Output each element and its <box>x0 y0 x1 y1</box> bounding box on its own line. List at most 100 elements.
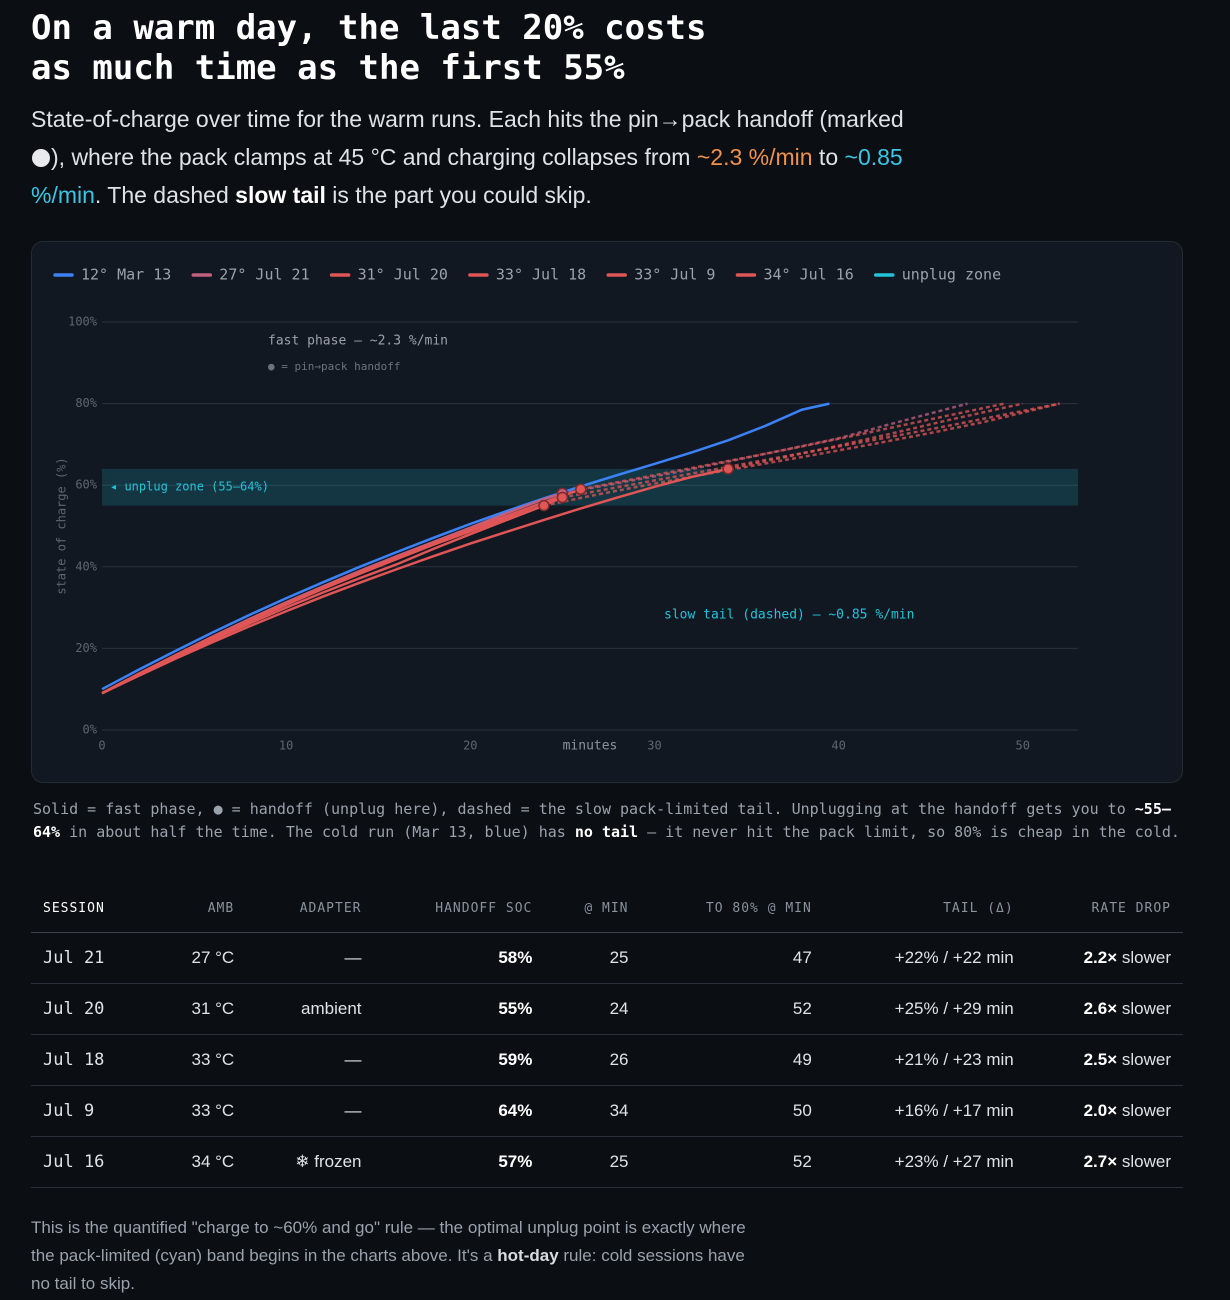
fast-line <box>101 467 729 695</box>
tail-line <box>635 402 1005 480</box>
sessions-table: SESSION AMB ADAPTER HANDOFF SOC @ MIN TO 80% … <box>31 885 1183 1188</box>
rate-text: slower <box>1121 948 1171 967</box>
cell: 25 <box>544 1136 641 1188</box>
cell: +16% / +17 min <box>823 1085 1026 1137</box>
cell: 59% <box>373 1034 545 1086</box>
legend-label: 31° Jul 20 <box>358 266 448 284</box>
annotation: fast phase — ~2.3 %/min <box>268 334 448 349</box>
table-row: Jul 18 33 °C —59% 26 49 +21% / +23 min 2.5× sl… <box>31 1034 1183 1086</box>
emphasis: no tail <box>574 823 639 841</box>
tail-connector <box>543 492 600 507</box>
handoff-dot <box>722 463 734 475</box>
cell: 33 °C <box>152 1034 247 1086</box>
header-row: SESSION AMB ADAPTER HANDOFF SOC @ MIN TO 80% … <box>31 885 1183 933</box>
text: — it never hit the pack limit, so 80% is… <box>638 823 1180 841</box>
y-tick-label: 20% <box>75 641 97 655</box>
column-header: TO 80% @ MIN <box>640 885 824 933</box>
x-axis-label: minutes <box>563 739 618 754</box>
cell: +23% / +27 min <box>823 1136 1026 1188</box>
cell: Jul 21 <box>31 932 153 984</box>
y-tick-label: 80% <box>75 396 97 410</box>
cell: 57% <box>373 1136 545 1188</box>
cell: — <box>246 1034 374 1086</box>
cell: 2.2× slower <box>1025 932 1183 984</box>
tail-connector <box>727 456 784 471</box>
cell: +21% / +23 min <box>823 1034 1026 1086</box>
cell: 25 <box>544 932 641 984</box>
legend-label: 33° Jul 18 <box>496 266 586 284</box>
handoff-dot <box>556 491 569 504</box>
fast-rate: ~2.3 %/min <box>696 144 813 170</box>
text: is the part you could skip. <box>325 182 592 208</box>
rate-factor: 2.7× <box>1083 1152 1118 1171</box>
tail-line <box>617 402 1060 489</box>
column-header: HANDOFF SOC <box>373 885 545 933</box>
chart: 0% 20% 40% 60% 80% 100% 0 10 20 30 40 50 minutes stat… <box>53 266 1078 754</box>
x-tick-label: 10 <box>279 739 293 753</box>
fast-line <box>101 504 545 695</box>
cell: +25% / +29 min <box>823 983 1026 1035</box>
title-line: as much time as the first 55% <box>31 48 625 88</box>
handoff-dot <box>575 483 587 496</box>
cell: 2.7× slower <box>1025 1136 1183 1188</box>
text: State-of-charge over time for the warm r… <box>31 106 904 132</box>
y-axis-label: state of charge (%) <box>55 457 69 594</box>
column-header: RATE DROP <box>1025 885 1183 933</box>
text: Solid = fast phase, ● = handoff (unplug … <box>33 800 1135 818</box>
cell: 52 <box>640 1136 824 1188</box>
x-tick-label: 30 <box>647 739 661 753</box>
cell: ambient <box>246 983 374 1035</box>
title: On a warm day, the last 20% costs as much… <box>31 8 707 88</box>
y-tick-label: 0% <box>83 723 98 737</box>
chart-card: 0% 20% 40% 60% 80% 100% 0 10 20 30 40 50 minutes stat… <box>31 241 1183 783</box>
legend-label: 27° Jul 21 <box>219 266 309 284</box>
tail-connector <box>580 477 637 491</box>
rate-text: slower <box>1121 999 1171 1018</box>
fast-line <box>101 496 563 695</box>
slow-rate: ~0.85 %/min <box>31 144 903 208</box>
x-tick-label: 0 <box>98 739 105 753</box>
title-line: On a warm day, the last 20% costs <box>31 8 707 48</box>
legend-label: 12° Mar 13 <box>81 266 171 284</box>
column-header: TAIL (Δ) <box>823 885 1026 933</box>
cell: 34 <box>544 1085 641 1137</box>
text: ), where the pack clamps at 45 °C and ch… <box>51 144 697 170</box>
subtitle: State-of-charge over time for the warm r… <box>31 100 911 214</box>
cell: 24 <box>544 983 641 1035</box>
zone-label: ◂ unplug zone (55–64%) <box>110 480 269 494</box>
y-tick-label: 60% <box>75 478 97 492</box>
cell: 31 °C <box>152 983 247 1035</box>
cell: 58% <box>373 932 545 984</box>
cell: 2.5× slower <box>1025 1034 1183 1086</box>
annotation: ● = pin→pack handoff <box>268 360 400 373</box>
text: rule: cold sessions have no tail to skip… <box>31 1246 745 1293</box>
rate-text: slower <box>1121 1050 1171 1069</box>
table-row: Jul 21 27 °C —58% 25 47 +22% / +22 min 2.2× sl… <box>31 932 1183 984</box>
cell: — <box>246 932 374 984</box>
cell: Jul 16 <box>31 1136 153 1188</box>
cell: 2.6× slower <box>1025 983 1183 1035</box>
cell: 64% <box>373 1085 545 1137</box>
text: in about half the time. The cold run (Ma… <box>60 823 575 841</box>
rate-factor: 2.0× <box>1083 1101 1118 1120</box>
text: This is the quantified "charge to ~60% a… <box>31 1218 746 1265</box>
footer: This is the quantified "charge to ~60% a… <box>31 1214 751 1298</box>
cell: 26 <box>544 1034 641 1086</box>
cell: Jul 18 <box>31 1034 153 1086</box>
handoff-dot <box>538 499 550 512</box>
cell: Jul 9 <box>31 1085 153 1137</box>
legend-label: unplug zone <box>902 266 1001 284</box>
cell: 34 °C <box>152 1136 247 1188</box>
legend-label: 33° Jul 9 <box>634 266 715 284</box>
caption: Solid = fast phase, ● = handoff (unplug … <box>33 798 1183 844</box>
rate-text: slower <box>1121 1152 1171 1171</box>
cell: 27 °C <box>152 932 247 984</box>
column-header: AMB <box>152 885 247 933</box>
cell: 55% <box>373 983 545 1035</box>
y-tick-label: 40% <box>75 559 97 573</box>
emphasis: hot-day <box>497 1246 559 1265</box>
table-row: Jul 9 33 °C —64% 34 50 +16% / +17 min 2.0× slo… <box>31 1085 1183 1137</box>
cell: 47 <box>640 932 824 984</box>
cell: 33 °C <box>152 1085 247 1137</box>
annotation: slow tail (dashed) — ~0.85 %/min <box>664 608 914 623</box>
